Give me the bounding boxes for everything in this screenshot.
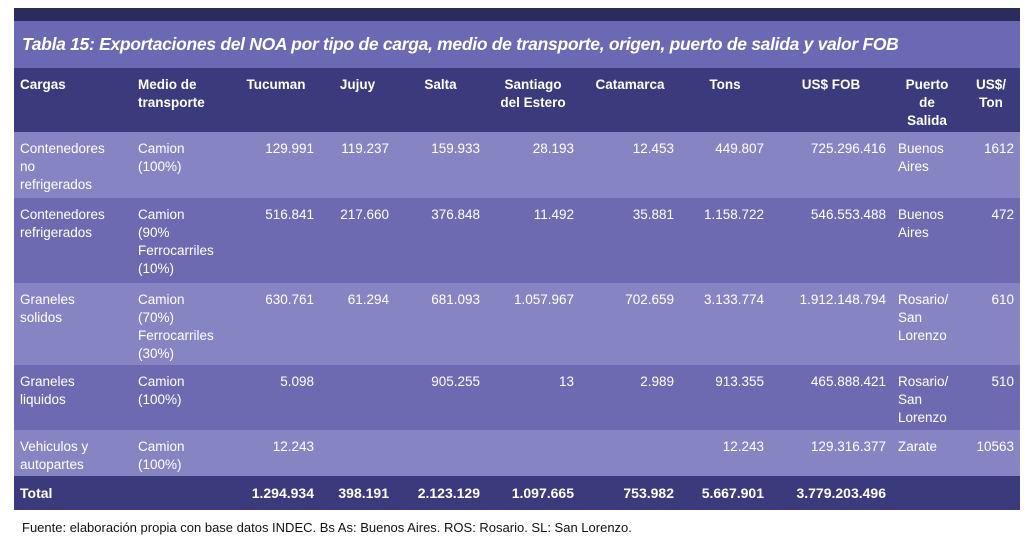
table-cell: Vehiculos y autopartes xyxy=(14,430,132,476)
total-cell: 1.097.665 xyxy=(486,476,580,510)
table-cell xyxy=(320,365,395,430)
header-cell: Tons xyxy=(680,68,770,132)
table-cell: 2.989 xyxy=(580,365,680,430)
total-cell: 1.294.934 xyxy=(232,476,320,510)
total-cell xyxy=(132,476,232,510)
table-cell: Buenos Aires xyxy=(892,198,962,283)
table-cell: 681.093 xyxy=(395,283,486,365)
total-cell: Total xyxy=(14,476,132,510)
data-table: Cargas Medio de transporte Tucuman Jujuy Sal… xyxy=(14,68,1020,510)
data-row: Contenedores refrigerados Camion (90% Fer… xyxy=(14,198,1020,283)
table-cell: Camion (100%) xyxy=(132,430,232,476)
header-cell: Santiago del Estero xyxy=(486,68,580,132)
table-cell: Rosario/ San Lorenzo xyxy=(892,365,962,430)
table-cell xyxy=(486,430,580,476)
header-cell: Catamarca xyxy=(580,68,680,132)
data-row: Graneles liquidos Camion (100%) 5.098 905.2… xyxy=(14,365,1020,430)
table-cell: 1612 xyxy=(962,132,1020,198)
table-cell: 725.296.416 xyxy=(770,132,892,198)
header-cell: Medio de transporte xyxy=(132,68,232,132)
total-cell: 5.667.901 xyxy=(680,476,770,510)
table-cell: 5.098 xyxy=(232,365,320,430)
header-cell: US$ FOB xyxy=(770,68,892,132)
table-cell: 217.660 xyxy=(320,198,395,283)
table-cell: 1.158.722 xyxy=(680,198,770,283)
data-row: Contenedores no refrigerados Camion (100%… xyxy=(14,132,1020,198)
table-cell: 905.255 xyxy=(395,365,486,430)
header-cell: Tucuman xyxy=(232,68,320,132)
table-cell: Graneles solidos xyxy=(14,283,132,365)
total-row: Total 1.294.934 398.191 2.123.129 1.097.665 7… xyxy=(14,476,1020,510)
table-body: Cargas Medio de transporte Tucuman Jujuy Sal… xyxy=(14,68,1020,510)
table-cell: Buenos Aires xyxy=(892,132,962,198)
total-cell xyxy=(892,476,962,510)
table-cell xyxy=(395,430,486,476)
table-cell: 546.553.488 xyxy=(770,198,892,283)
table-cell: 61.294 xyxy=(320,283,395,365)
header-cell: Jujuy xyxy=(320,68,395,132)
table-cell: 516.841 xyxy=(232,198,320,283)
table-cell xyxy=(320,430,395,476)
table-cell: 702.659 xyxy=(580,283,680,365)
header-cell: US$/ Ton xyxy=(962,68,1020,132)
table-cell: Graneles liquidos xyxy=(14,365,132,430)
table-cell: 913.355 xyxy=(680,365,770,430)
footnote: Fuente: elaboración propia con base dato… xyxy=(22,520,632,535)
table-cell: Camion (100%) xyxy=(132,132,232,198)
total-cell: 2.123.129 xyxy=(395,476,486,510)
table-cell: 510 xyxy=(962,365,1020,430)
table-cell xyxy=(580,430,680,476)
table-cell: 1.057.967 xyxy=(486,283,580,365)
total-cell: 3.779.203.496 xyxy=(770,476,892,510)
table-cell: 129.991 xyxy=(232,132,320,198)
table-cell: 119.237 xyxy=(320,132,395,198)
top-bar xyxy=(14,8,1020,21)
table-title: Tabla 15: Exportaciones del NOA por tipo… xyxy=(14,21,1020,68)
table-cell: 12.243 xyxy=(680,430,770,476)
table-cell: Camion (70%) Ferrocarriles (30%) xyxy=(132,283,232,365)
header-cell: Cargas xyxy=(14,68,132,132)
data-row: Graneles solidos Camion (70%) Ferrocarril… xyxy=(14,283,1020,365)
table-cell: 1.912.148.794 xyxy=(770,283,892,365)
table-cell: 28.193 xyxy=(486,132,580,198)
table-cell: 610 xyxy=(962,283,1020,365)
header-cell: Salta xyxy=(395,68,486,132)
table-cell: 12.453 xyxy=(580,132,680,198)
table-cell: 472 xyxy=(962,198,1020,283)
table-cell: Camion (100%) xyxy=(132,365,232,430)
total-cell: 753.982 xyxy=(580,476,680,510)
table-cell: 12.243 xyxy=(232,430,320,476)
table-cell: Contenedores refrigerados xyxy=(14,198,132,283)
table-cell: 376.848 xyxy=(395,198,486,283)
table-cell: 10563 xyxy=(962,430,1020,476)
table-cell: 35.881 xyxy=(580,198,680,283)
table-cell: 159.933 xyxy=(395,132,486,198)
header-row: Cargas Medio de transporte Tucuman Jujuy Sal… xyxy=(14,68,1020,132)
table-cell: 449.807 xyxy=(680,132,770,198)
total-cell xyxy=(962,476,1020,510)
table-cell: Zarate xyxy=(892,430,962,476)
header-cell: Puerto de Salida xyxy=(892,68,962,132)
data-row: Vehiculos y autopartes Camion (100%) 12.24… xyxy=(14,430,1020,476)
table-panel: Tabla 15: Exportaciones del NOA por tipo… xyxy=(14,8,1020,510)
total-cell: 398.191 xyxy=(320,476,395,510)
table-cell: 630.761 xyxy=(232,283,320,365)
table-cell: 465.888.421 xyxy=(770,365,892,430)
table-cell: 13 xyxy=(486,365,580,430)
table-cell: Contenedores no refrigerados xyxy=(14,132,132,198)
table-cell: 3.133.774 xyxy=(680,283,770,365)
table-cell: Rosario/ San Lorenzo xyxy=(892,283,962,365)
table-cell: Camion (90% Ferrocarriles (10%) xyxy=(132,198,232,283)
table-cell: 11.492 xyxy=(486,198,580,283)
table-cell: 129.316.377 xyxy=(770,430,892,476)
